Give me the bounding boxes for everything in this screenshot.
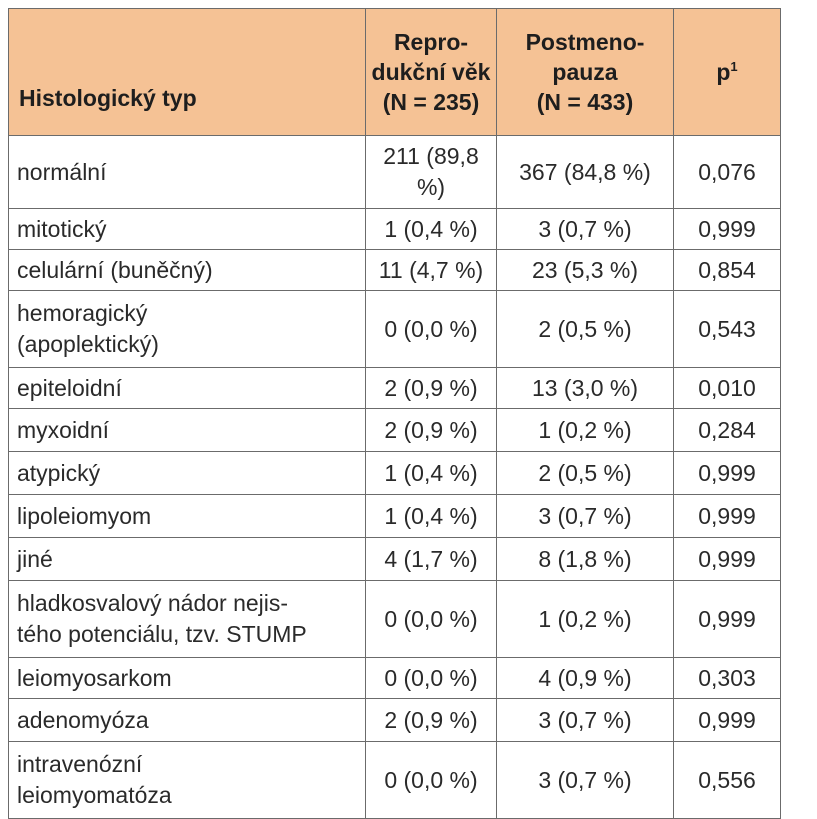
- row-reproductive: 11 (4,7 %): [365, 249, 497, 291]
- row-name: hladkosvalový nádor nejis- tého potenciá…: [8, 580, 366, 658]
- row-postmeno: 23 (5,3 %): [496, 249, 674, 291]
- row-reproductive: 0 (0,0 %): [365, 741, 497, 819]
- row-name: intravenózní leiomyomatóza: [8, 741, 366, 819]
- row-postmeno: 3 (0,7 %): [496, 494, 674, 538]
- row-reproductive: 0 (0,0 %): [365, 580, 497, 658]
- table-row: intravenózní leiomyomatóza 0 (0,0 %) 3 (…: [8, 741, 781, 819]
- row-name: epiteloidní: [8, 367, 366, 409]
- row-p: 0,010: [673, 367, 781, 409]
- row-postmeno: 13 (3,0 %): [496, 367, 674, 409]
- row-p: 0,284: [673, 408, 781, 452]
- row-reproductive: 2 (0,9 %): [365, 408, 497, 452]
- row-name: jiné: [8, 537, 366, 581]
- row-p: 0,999: [673, 537, 781, 581]
- row-postmeno: 1 (0,2 %): [496, 580, 674, 658]
- row-p: 0,999: [673, 208, 781, 250]
- table-row: mitotický 1 (0,4 %) 3 (0,7 %) 0,999: [8, 208, 781, 250]
- row-p: 0,999: [673, 494, 781, 538]
- row-reproductive: 2 (0,9 %): [365, 367, 497, 409]
- row-name: mitotický: [8, 208, 366, 250]
- row-postmeno: 3 (0,7 %): [496, 698, 674, 742]
- row-postmeno: 3 (0,7 %): [496, 741, 674, 819]
- row-name: celulární (buněčný): [8, 249, 366, 291]
- table-row: leiomyosarkom 0 (0,0 %) 4 (0,9 %) 0,303: [8, 657, 781, 699]
- row-postmeno: 367 (84,8 %): [496, 135, 674, 209]
- table-row: atypický 1 (0,4 %) 2 (0,5 %) 0,999: [8, 451, 781, 495]
- row-reproductive: 211 (89,8 %): [365, 135, 497, 209]
- table-row: hemoragický (apoplektický) 0 (0,0 %) 2 (…: [8, 290, 781, 368]
- row-postmeno: 2 (0,5 %): [496, 290, 674, 368]
- row-postmeno: 8 (1,8 %): [496, 537, 674, 581]
- header-p-value: p1: [673, 8, 781, 136]
- histology-table: Histologický typ Repro- dukční věk (N = …: [8, 8, 781, 819]
- row-name: adenomyóza: [8, 698, 366, 742]
- table-row: hladkosvalový nádor nejis- tého potenciá…: [8, 580, 781, 658]
- row-postmeno: 1 (0,2 %): [496, 408, 674, 452]
- row-p: 0,543: [673, 290, 781, 368]
- row-p: 0,076: [673, 135, 781, 209]
- row-p: 0,303: [673, 657, 781, 699]
- row-reproductive: 1 (0,4 %): [365, 451, 497, 495]
- header-histological-type: Histologický typ: [8, 8, 366, 136]
- table-row: myxoidní 2 (0,9 %) 1 (0,2 %) 0,284: [8, 408, 781, 452]
- table-row: celulární (buněčný) 11 (4,7 %) 23 (5,3 %…: [8, 249, 781, 291]
- table-row: epiteloidní 2 (0,9 %) 13 (3,0 %) 0,010: [8, 367, 781, 409]
- row-reproductive: 4 (1,7 %): [365, 537, 497, 581]
- row-reproductive: 1 (0,4 %): [365, 208, 497, 250]
- row-postmeno: 3 (0,7 %): [496, 208, 674, 250]
- row-name: leiomyosarkom: [8, 657, 366, 699]
- table-row: adenomyóza 2 (0,9 %) 3 (0,7 %) 0,999: [8, 698, 781, 742]
- header-postmenopause: Postmeno- pauza (N = 433): [496, 8, 674, 136]
- row-name: lipoleiomyom: [8, 494, 366, 538]
- row-name: myxoidní: [8, 408, 366, 452]
- row-postmeno: 4 (0,9 %): [496, 657, 674, 699]
- row-p: 0,556: [673, 741, 781, 819]
- row-name: atypický: [8, 451, 366, 495]
- header-reproductive-age: Repro- dukční věk (N = 235): [365, 8, 497, 136]
- row-postmeno: 2 (0,5 %): [496, 451, 674, 495]
- header-row: Histologický typ Repro- dukční věk (N = …: [8, 8, 781, 136]
- row-reproductive: 1 (0,4 %): [365, 494, 497, 538]
- row-p: 0,999: [673, 698, 781, 742]
- row-p: 0,999: [673, 580, 781, 658]
- row-p: 0,999: [673, 451, 781, 495]
- row-name: hemoragický (apoplektický): [8, 290, 366, 368]
- table-row: lipoleiomyom 1 (0,4 %) 3 (0,7 %) 0,999: [8, 494, 781, 538]
- row-name: normální: [8, 135, 366, 209]
- row-reproductive: 0 (0,0 %): [365, 657, 497, 699]
- table-row: normální 211 (89,8 %) 367 (84,8 %) 0,076: [8, 135, 781, 209]
- row-reproductive: 2 (0,9 %): [365, 698, 497, 742]
- row-reproductive: 0 (0,0 %): [365, 290, 497, 368]
- table-row: jiné 4 (1,7 %) 8 (1,8 %) 0,999: [8, 537, 781, 581]
- row-p: 0,854: [673, 249, 781, 291]
